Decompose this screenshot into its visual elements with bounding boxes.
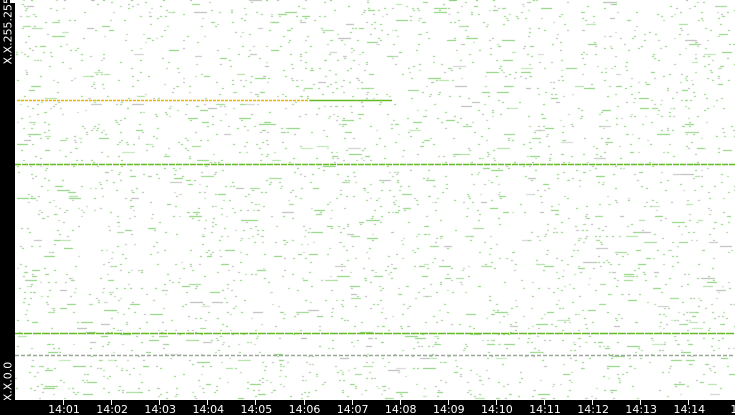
x-tick [207,400,209,405]
x-tick [159,400,161,405]
x-tick-label: 14 [730,403,735,415]
corner [10,0,15,3]
x-tick-label: 14:01 [48,403,80,415]
y-tick-label-top: X.X.255.255 [1,0,15,65]
x-tick [544,400,545,405]
x-tick [592,400,594,405]
x-tick-label: 14:10 [481,403,513,415]
y-axis: X.X.255.255 X.X.0.0 [0,0,15,415]
x-tick-label: 14:05 [240,403,273,415]
x-tick [63,400,64,405]
x-tick-label: 14:11 [529,403,561,415]
x-tick-label: 14:02 [96,403,128,415]
x-tick [303,400,305,405]
x-tick [399,400,401,405]
plot-area[interactable] [15,0,735,400]
x-tick-label: 14:07 [336,403,369,415]
x-tick-label: 14:12 [577,403,609,415]
x-tick [688,400,690,405]
x-tick [351,400,353,405]
x-tick [447,400,449,405]
highlight-lines [15,99,735,357]
x-tick-label: 14:04 [192,403,225,415]
x-tick [640,400,642,405]
x-tick-label: 14:08 [384,403,417,415]
x-tick-label: 14:09 [432,403,465,415]
x-tick-label: 14:14 [673,403,706,415]
x-axis: 14:01 14:02 14:03 14:04 14:05 14:06 14:07 14:08… [0,400,735,415]
x-tick [495,400,497,405]
x-tick [111,400,113,405]
x-tick-label: 14:13 [625,403,658,415]
x-tick-label: 14:03 [144,403,177,415]
x-tick [255,400,257,405]
x-tick-label: 14:06 [288,403,321,415]
